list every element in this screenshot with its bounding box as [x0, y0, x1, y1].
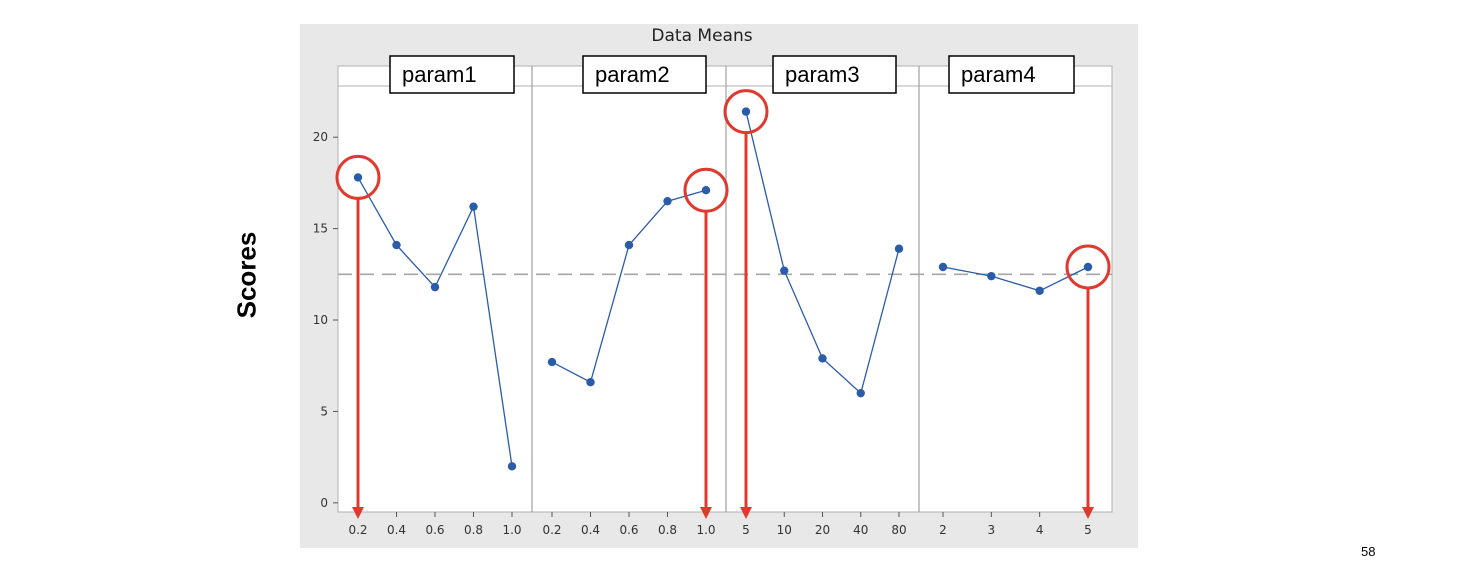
data-point — [392, 240, 401, 250]
data-point — [894, 244, 904, 253]
arrow-head — [740, 507, 752, 519]
data-point — [987, 271, 996, 281]
best-level-circle — [723, 89, 769, 135]
data-point — [507, 462, 517, 471]
x-tick-label: 2 — [939, 523, 947, 537]
y-tick-label: 5 — [320, 404, 328, 418]
x-tick-label: 5 — [1084, 523, 1092, 537]
data-point — [624, 240, 634, 250]
y-axis-label: Scores — [231, 231, 262, 319]
x-tick-label: 1.0 — [696, 523, 715, 537]
y-tick-label: 20 — [313, 130, 328, 144]
panel-label-box — [948, 55, 1075, 94]
panel-label: param1 — [402, 62, 477, 87]
x-tick-label: 4 — [1036, 523, 1044, 537]
data-point — [430, 282, 440, 292]
x-tick-label: 0.8 — [658, 523, 677, 537]
x-tick-label: 1.0 — [502, 523, 521, 537]
data-point — [663, 196, 672, 206]
panel-label-box — [582, 55, 707, 94]
x-tick-label: 0.6 — [425, 523, 444, 537]
x-tick-label: 3 — [988, 523, 996, 537]
arrow-head — [1082, 507, 1094, 519]
panel-label: param3 — [785, 62, 860, 87]
data-point — [938, 262, 948, 272]
x-tick-label: 0.2 — [542, 523, 561, 537]
plot-area — [337, 85, 1113, 513]
data-point — [856, 388, 865, 398]
x-tick-label: 10 — [777, 523, 792, 537]
data-point — [701, 186, 711, 195]
panel-label-box — [772, 55, 897, 94]
data-point — [1035, 286, 1044, 295]
x-tick-label: 20 — [815, 523, 830, 537]
page-number: 58 — [1361, 544, 1376, 559]
y-tick-label: 0 — [320, 496, 328, 510]
x-tick-label: 80 — [891, 523, 906, 537]
data-point — [818, 354, 827, 363]
data-point — [586, 377, 595, 387]
x-tick-label: 0.2 — [348, 523, 367, 537]
data-point — [469, 202, 478, 211]
data-point — [353, 173, 363, 182]
x-tick-label: 40 — [853, 523, 868, 537]
y-tick-label: 10 — [313, 313, 328, 327]
panel-label-box — [389, 55, 515, 94]
data-point — [780, 266, 789, 275]
arrow-head — [352, 507, 364, 519]
data-point — [741, 107, 751, 116]
arrow-head — [700, 507, 712, 519]
chart-title: Data Means — [651, 26, 752, 46]
series-line — [942, 266, 1089, 292]
panel-label: param2 — [595, 62, 670, 87]
x-tick-label: 0.6 — [619, 523, 638, 537]
x-tick-label: 0.4 — [387, 523, 406, 537]
y-tick-label: 15 — [313, 222, 328, 236]
x-tick-label: 5 — [742, 523, 750, 537]
data-point — [1083, 262, 1093, 272]
x-tick-label: 0.8 — [464, 523, 483, 537]
panel-label: param4 — [961, 62, 1036, 87]
data-point — [547, 357, 557, 367]
x-tick-label: 0.4 — [581, 523, 600, 537]
